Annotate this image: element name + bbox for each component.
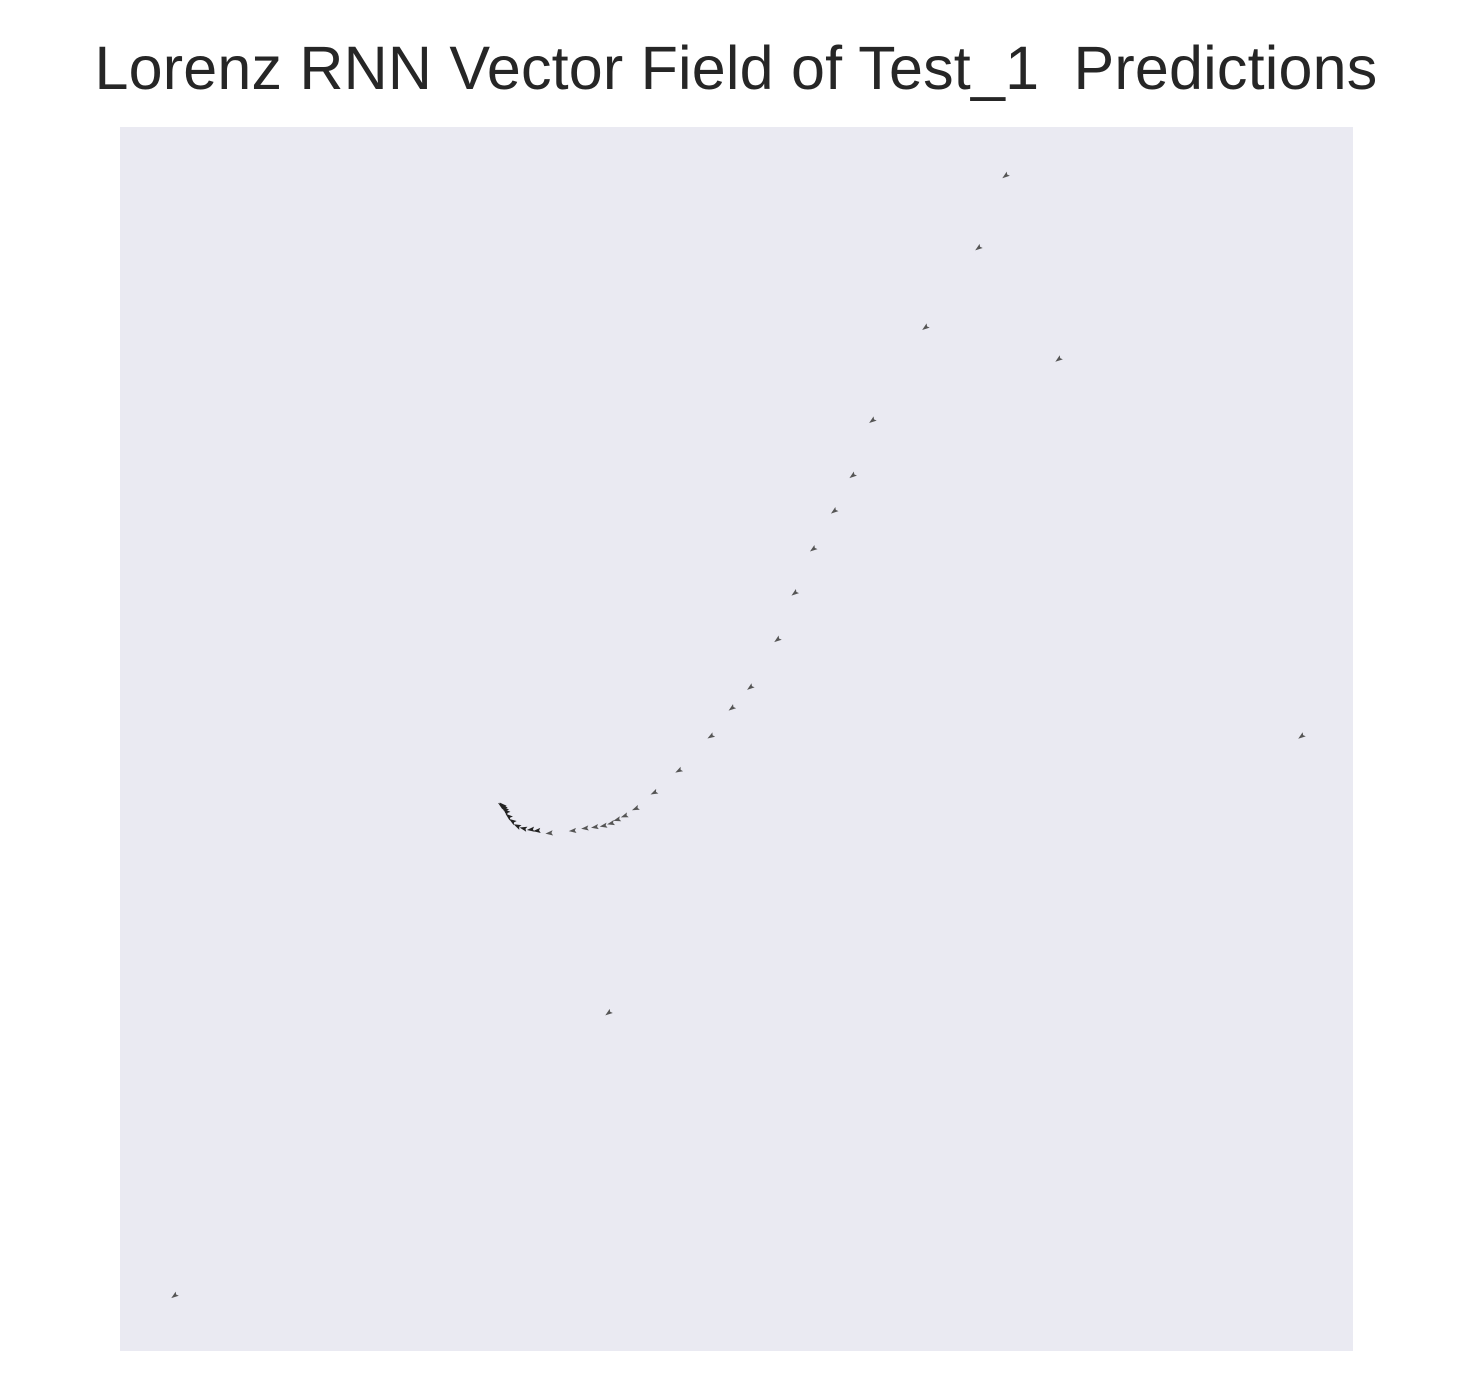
vector-arrow-4 [869, 416, 877, 424]
vector-arrow-21 [581, 825, 589, 831]
vector-arrow-8 [791, 589, 800, 596]
vector-arrow-19 [599, 822, 608, 828]
vector-arrow-16 [620, 812, 629, 818]
vector-arrow-27 [513, 824, 522, 830]
vector-arrow-34 [498, 802, 506, 810]
vector-arrow-14 [650, 788, 659, 795]
chart-title: Lorenz RNN Vector Field of Test_1 Predic… [94, 34, 1378, 102]
vector-arrow-1 [975, 243, 983, 251]
vector-arrow-3 [1055, 355, 1063, 362]
vector-arrow-23 [545, 830, 554, 836]
vector-arrow-36 [605, 1008, 613, 1016]
vector-arrow-12 [707, 732, 716, 739]
vector-arrow-26 [519, 826, 528, 832]
vector-arrow-5 [849, 471, 857, 479]
vector-arrow-22 [568, 827, 577, 834]
plot-area [120, 127, 1353, 1351]
vector-arrow-13 [675, 766, 684, 773]
vector-arrow-0 [1002, 171, 1010, 179]
vector-arrow-35 [1298, 732, 1306, 739]
vector-arrow-28 [508, 818, 517, 826]
vector-arrow-17 [613, 816, 622, 822]
vector-arrow-2 [922, 323, 930, 330]
vector-arrow-10 [747, 683, 755, 690]
vector-arrow-9 [774, 635, 782, 643]
vector-arrow-37 [171, 1291, 179, 1299]
vector-arrow-29 [505, 813, 513, 821]
vector-arrow-11 [728, 704, 737, 711]
vector-arrow-20 [591, 823, 599, 830]
vector-arrow-7 [809, 544, 818, 552]
vector-arrow-15 [631, 804, 640, 811]
vector-arrow-6 [830, 507, 839, 514]
arrow-layer [171, 171, 1306, 1299]
vector-arrow-25 [526, 826, 535, 832]
vector-arrow-18 [607, 820, 615, 826]
vector-arrow-24 [533, 827, 541, 834]
